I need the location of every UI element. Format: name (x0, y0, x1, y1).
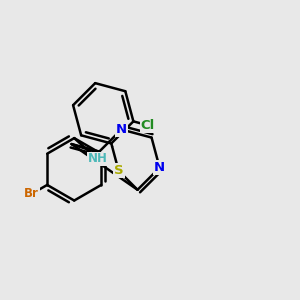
Text: S: S (114, 164, 123, 177)
Text: NH: NH (88, 152, 107, 166)
Text: N: N (154, 161, 165, 174)
Text: Cl: Cl (141, 119, 155, 132)
Text: N: N (116, 123, 127, 136)
Text: Br: Br (24, 187, 39, 200)
